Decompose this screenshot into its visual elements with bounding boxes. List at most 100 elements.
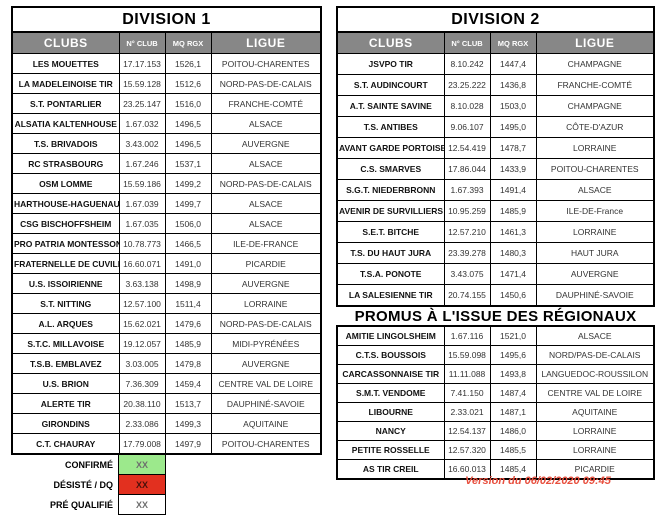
club-number-cell: 3.43.002: [118, 133, 166, 154]
club-name-cell: C.S. SMARVES: [336, 158, 445, 180]
ligue-cell: AQUITAINE: [210, 413, 322, 434]
club-name-cell: AVANT GARDE PORTOISE: [336, 137, 445, 159]
promus-section-title: PROMUS À L'ISSUE DES RÉGIONAUX: [354, 308, 637, 325]
division1-header-row: CLUBS N° CLUB MQ RGX LIGUE: [11, 31, 322, 54]
division1-table: DIVISION 1 CLUBS N° CLUB MQ RGX LIGUE LE…: [11, 6, 322, 455]
table-row: A.T. SAINTE SAVINE 8.10.028 1503,0 CHAMP…: [336, 95, 655, 117]
club-name-cell: C.T. CHAURAY: [11, 433, 120, 455]
ligue-cell: ILE-DE-FRANCE: [210, 233, 322, 254]
version-stamp: Version du 06/02/2020 09:45: [465, 475, 611, 487]
club-number-cell: 10.95.259: [443, 200, 491, 222]
ligue-cell: AUVERGNE: [535, 263, 655, 285]
club-name-cell: S.T.C. MILLAVOISE: [11, 333, 120, 354]
mq-rgx-cell: 1496,5: [164, 133, 212, 154]
mq-rgx-cell: 1506,0: [164, 213, 212, 234]
club-number-cell: 3.43.075: [443, 263, 491, 285]
legend-row-confirmed: CONFIRMÉ XX: [20, 454, 166, 475]
column-header-ligue: LIGUE: [535, 31, 655, 54]
ligue-cell: ILE-DE-France: [535, 200, 655, 222]
table-row: T.S.A. PONOTE 3.43.075 1471,4 AUVERGNE: [336, 263, 655, 285]
mq-rgx-cell: 1471,4: [489, 263, 537, 285]
mq-rgx-cell: 1493,8: [489, 364, 537, 384]
club-number-cell: 20.74.155: [443, 284, 491, 307]
ligue-cell: ALSACE: [535, 325, 655, 346]
ligue-cell: NORD-PAS-DE-CALAIS: [210, 173, 322, 194]
ligue-cell: PICARDIE: [535, 459, 655, 480]
ligue-cell: PICARDIE: [210, 253, 322, 274]
table-row: C.T. CHAURAY 17.79.008 1497,9 POITOU-CHA…: [11, 433, 322, 455]
ligue-cell: AUVERGNE: [210, 273, 322, 294]
mq-rgx-cell: 1487,1: [489, 402, 537, 422]
table-row: OSM LOMME 15.59.186 1499,2 NORD-PAS-DE-C…: [11, 173, 322, 194]
mq-rgx-cell: 1480,3: [489, 242, 537, 264]
mq-rgx-cell: 1478,7: [489, 137, 537, 159]
table-row: S.T. AUDINCOURT 23.25.222 1436,8 FRANCHE…: [336, 74, 655, 96]
club-number-cell: 1.67.246: [118, 153, 166, 174]
club-name-cell: LA SALESIENNE TIR: [336, 284, 445, 307]
mq-rgx-cell: 1479,6: [164, 313, 212, 334]
club-number-cell: 3.03.005: [118, 353, 166, 374]
status-legend: CONFIRMÉ XX DÉSISTÉ / DQ XX PRÉ QUALIFIÉ…: [20, 454, 166, 515]
table-row: NANCY 12.54.137 1486,0 LORRAINE: [336, 421, 655, 441]
club-name-cell: AMITIE LINGOLSHEIM: [336, 325, 445, 346]
ligue-cell: LORRAINE: [535, 440, 655, 460]
column-header-mq-rgx: MQ RGX: [489, 31, 537, 54]
table-row: S.T. PONTARLIER 23.25.147 1516,0 FRANCHE…: [11, 93, 322, 114]
mq-rgx-cell: 1479,8: [164, 353, 212, 374]
club-number-cell: 7.36.309: [118, 373, 166, 394]
table-row: CSG BISCHOFFSHEIM 1.67.035 1506,0 ALSACE: [11, 213, 322, 234]
column-header-club-number: N° CLUB: [443, 31, 491, 54]
table-row: U.S. ISSOIRIENNE 3.63.138 1498,9 AUVERGN…: [11, 273, 322, 294]
division1-body: LES MOUETTES 17.17.153 1526,1 POITOU-CHA…: [11, 53, 322, 455]
legend-label-prequalified: PRÉ QUALIFIÉ: [49, 499, 113, 510]
club-number-cell: 8.10.028: [443, 95, 491, 117]
ligue-cell: DAUPHINÉ-SAVOIE: [210, 393, 322, 414]
club-number-cell: 15.59.186: [118, 173, 166, 194]
club-name-cell: AVENIR DE SURVILLIERS: [336, 200, 445, 222]
mq-rgx-cell: 1499,7: [164, 193, 212, 214]
ligue-cell: NORD-PAS-DE-CALAIS: [210, 313, 322, 334]
club-number-cell: 12.57.210: [443, 221, 491, 243]
ligue-cell: CENTRE VAL DE LOIRE: [535, 383, 655, 403]
table-row: A.L. ARQUES 15.62.021 1479,6 NORD-PAS-DE…: [11, 313, 322, 334]
club-number-cell: 23.25.222: [443, 74, 491, 96]
withdrawn-status-swatch: XX: [118, 474, 166, 495]
division2-header-row: CLUBS N° CLUB MQ RGX LIGUE: [336, 31, 655, 54]
club-number-cell: 12.54.137: [443, 421, 491, 441]
ligue-cell: CENTRE VAL DE LOIRE: [210, 373, 322, 394]
table-row: T.S. BRIVADOIS 3.43.002 1496,5 AUVERGNE: [11, 133, 322, 154]
legend-swatch-value: XX: [135, 499, 148, 510]
table-row: S.G.T. NIEDERBRONN 1.67.393 1491,4 ALSAC…: [336, 179, 655, 201]
ligue-cell: MIDI-PYRÉNÉES: [210, 333, 322, 354]
table-row: LIBOURNE 2.33.021 1487,1 AQUITAINE: [336, 402, 655, 422]
mq-rgx-cell: 1537,1: [164, 153, 212, 174]
ligue-cell: LORRAINE: [535, 137, 655, 159]
club-name-cell: T.S.A. PONOTE: [336, 263, 445, 285]
club-name-cell: GIRONDINS: [11, 413, 120, 434]
division2-table: DIVISION 2 CLUBS N° CLUB MQ RGX LIGUE JS…: [336, 6, 655, 307]
club-name-cell: S.G.T. NIEDERBRONN: [336, 179, 445, 201]
mq-rgx-cell: 1499,2: [164, 173, 212, 194]
table-row: AVENIR DE SURVILLIERS 10.95.259 1485,9 I…: [336, 200, 655, 222]
club-name-cell: C.T.S. BOUSSOIS: [336, 345, 445, 365]
mq-rgx-cell: 1497,9: [164, 433, 212, 455]
club-number-cell: 1.67.035: [118, 213, 166, 234]
club-number-cell: 10.78.773: [118, 233, 166, 254]
mq-rgx-cell: 1485,9: [164, 333, 212, 354]
table-row: S.E.T. BITCHE 12.57.210 1461,3 LORRAINE: [336, 221, 655, 243]
ligue-cell: POITOU-CHARENTES: [210, 433, 322, 455]
club-name-cell: T.S. ANTIBES: [336, 116, 445, 138]
mq-rgx-cell: 1516,0: [164, 93, 212, 114]
ligue-cell: AUVERGNE: [210, 133, 322, 154]
table-row: PRO PATRIA MONTESSON 10.78.773 1466,5 IL…: [11, 233, 322, 254]
column-header-clubs: CLUBS: [336, 31, 445, 54]
mq-rgx-cell: 1526,1: [164, 53, 212, 74]
column-header-club-number: N° CLUB: [118, 31, 166, 54]
ligue-cell: NORD-PAS-DE-CALAIS: [210, 73, 322, 94]
legend-label-withdrawn: DÉSISTÉ / DQ: [53, 479, 113, 490]
division1-panel: DIVISION 1 CLUBS N° CLUB MQ RGX LIGUE LE…: [11, 6, 322, 455]
table-row: ALERTE TIR 20.38.110 1513,7 DAUPHINÉ-SAV…: [11, 393, 322, 414]
club-number-cell: 17.86.044: [443, 158, 491, 180]
mq-rgx-cell: 1495,6: [489, 345, 537, 365]
mq-rgx-cell: 1447,4: [489, 53, 537, 75]
